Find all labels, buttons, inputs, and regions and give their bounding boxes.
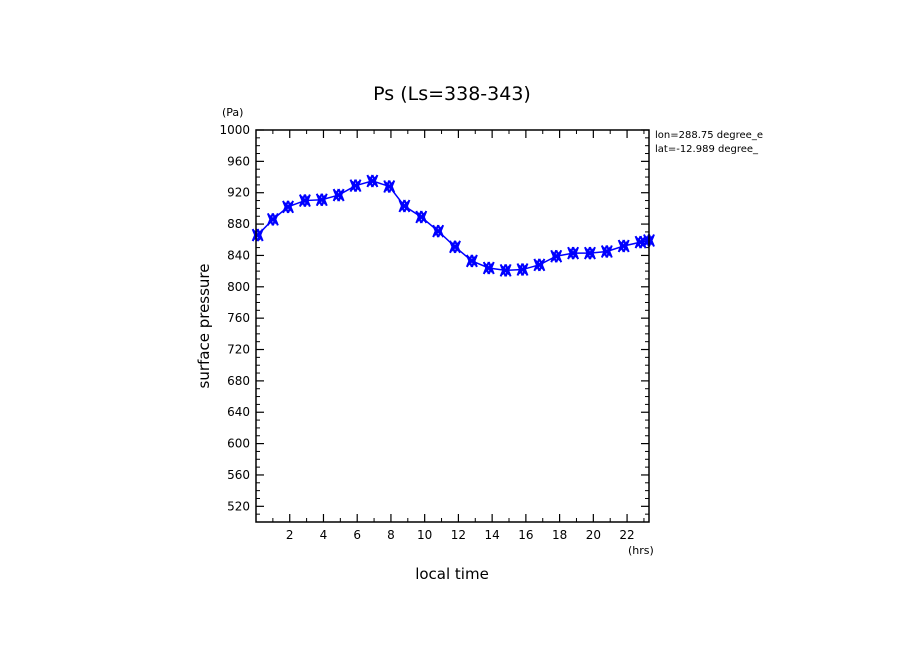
y-tick-label: 600 [227,437,250,451]
data-point [349,179,362,193]
x-axis-label: local time [415,565,489,583]
x-tick-label: 8 [387,528,395,542]
data-point [315,193,328,207]
chart-title: Ps (Ls=338-343) [373,83,531,105]
data-point [465,254,478,268]
data-point [432,224,445,238]
y-tick-label: 520 [227,499,250,513]
x-tick-label: 14 [484,528,499,542]
data-point [251,228,264,242]
x-tick-label: 6 [353,528,361,542]
y-tick-label: 920 [227,186,250,200]
series-layer [251,174,655,277]
y-tick-label: 960 [227,154,250,168]
y-tick-label: 800 [227,280,250,294]
data-point [533,258,546,272]
data-point [550,249,563,263]
x-tick-label: 2 [286,528,294,542]
y-tick-label: 840 [227,248,250,262]
x-tick-label: 16 [518,528,533,542]
y-tick-label: 880 [227,217,250,231]
y-axis-unit: (Pa) [222,106,243,119]
data-point [617,239,630,253]
y-tick-label: 760 [227,311,250,325]
plot-frame [255,129,650,523]
data-point [516,263,529,276]
data-point [298,194,311,207]
x-tick-label: 20 [586,528,601,542]
data-point [499,263,512,277]
data-point [482,261,495,275]
y-tick-label: 560 [227,468,250,482]
x-axis-unit: (hrs) [628,544,654,557]
y-tick-label: 1000 [219,123,250,137]
x-tick-label: 18 [552,528,567,542]
data-point [567,246,580,260]
x-tick-label: 4 [320,528,328,542]
annotation-clip-cover [778,126,904,160]
data-point [398,199,411,213]
data-point [584,246,596,260]
y-tick-label: 640 [227,405,250,419]
data-point [383,180,396,193]
lon-annotation: lon=288.75 degree_e [655,130,763,141]
data-point [366,174,379,188]
x-tick-label: 22 [619,528,634,542]
y-tick-label: 680 [227,374,250,388]
x-tick-label: 10 [417,528,432,542]
data-point [600,245,613,258]
lat-annotation: lat=-12.989 degree_ [655,144,759,155]
data-point [332,188,345,202]
data-point [282,200,294,214]
y-tick-label: 720 [227,343,250,357]
x-tick-label: 12 [451,528,466,542]
data-point [266,212,279,226]
data-point [415,210,428,224]
data-point [449,240,461,254]
axes: 520 560 600 640 680 720 760 800 840 880 920 960 1000… [219,123,649,542]
y-axis-label: surface pressure [195,264,213,389]
